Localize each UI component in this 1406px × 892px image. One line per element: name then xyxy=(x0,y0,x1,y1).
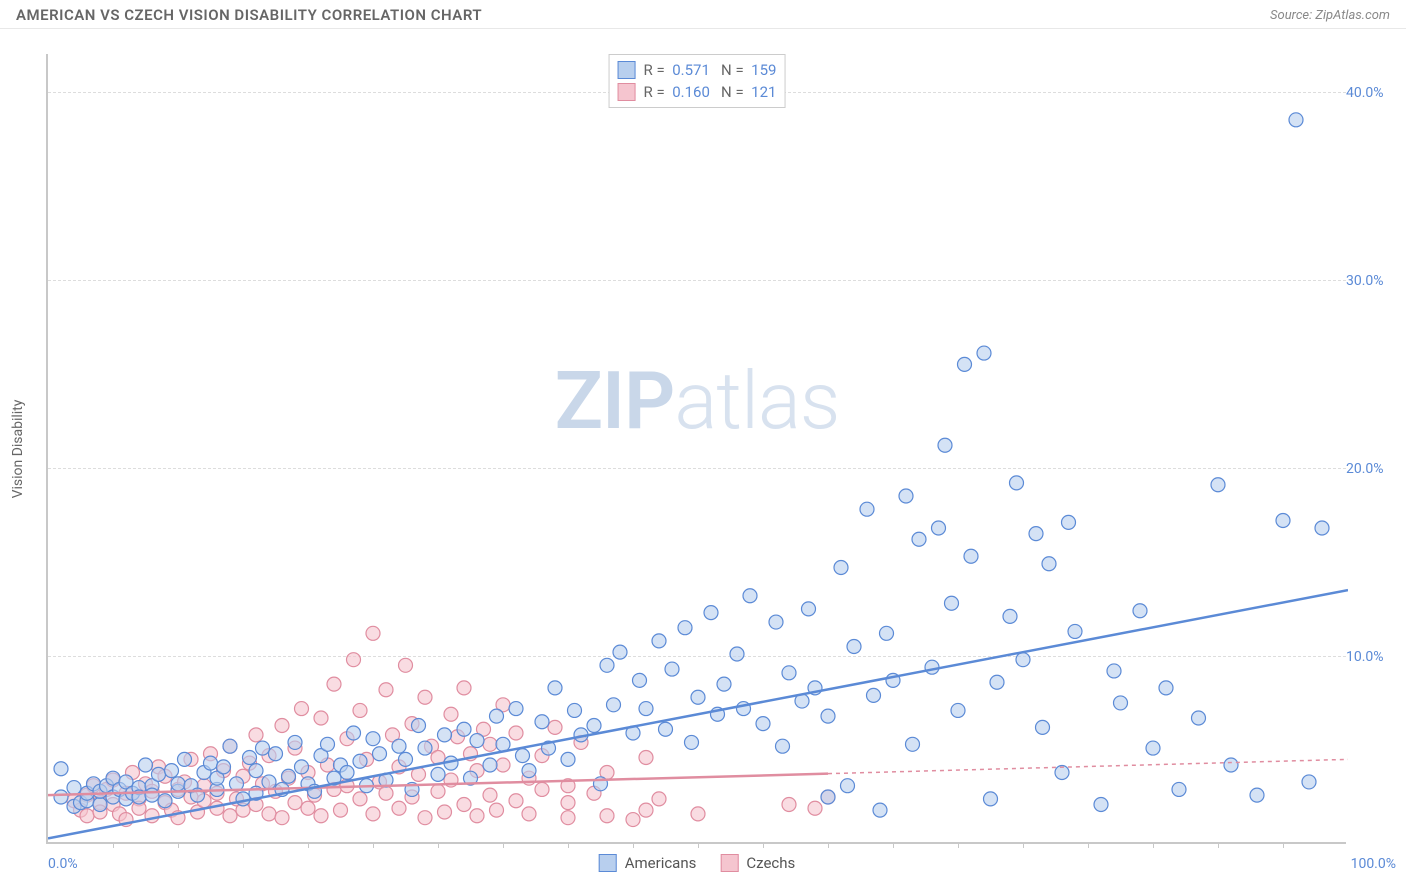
chart-container: AMERICAN VS CZECH VISION DISABILITY CORR… xyxy=(0,0,1406,892)
source-label: Source: ZipAtlas.com xyxy=(1270,8,1390,23)
swatch-americans xyxy=(618,61,636,79)
y-tick-label: 30.0% xyxy=(1346,273,1396,289)
stats-row-czechs: R = 0.160 N = 121 xyxy=(618,81,777,103)
scatter-plot xyxy=(48,54,1348,844)
swatch-americans-icon xyxy=(599,854,617,872)
stats-legend: R = 0.571 N = 159 R = 0.160 N = 121 xyxy=(609,54,786,108)
series-legend: Americans Czechs xyxy=(599,854,796,872)
stats-americans: R = 0.571 N = 159 xyxy=(644,61,777,79)
y-axis-label: Vision Disability xyxy=(10,400,26,499)
header: AMERICAN VS CZECH VISION DISABILITY CORR… xyxy=(0,0,1406,29)
legend-label-americans: Americans xyxy=(625,854,697,872)
chart-area: Vision Disability ZIPatlas 10.0%20.0%30.… xyxy=(46,54,1390,844)
y-tick-label: 10.0% xyxy=(1346,649,1396,665)
legend-item-czechs: Czechs xyxy=(720,854,795,872)
swatch-czechs-icon xyxy=(720,854,738,872)
stats-czechs: R = 0.160 N = 121 xyxy=(644,83,777,101)
y-tick-label: 20.0% xyxy=(1346,461,1396,477)
x-axis-min-label: 0.0% xyxy=(48,856,78,872)
swatch-czechs xyxy=(618,83,636,101)
legend-label-czechs: Czechs xyxy=(746,854,795,872)
legend-item-americans: Americans xyxy=(599,854,697,872)
y-tick-label: 40.0% xyxy=(1346,85,1396,101)
x-axis-max-label: 100.0% xyxy=(1351,856,1396,872)
chart-title: AMERICAN VS CZECH VISION DISABILITY CORR… xyxy=(16,6,482,24)
stats-row-americans: R = 0.571 N = 159 xyxy=(618,59,777,81)
plot-area: ZIPatlas 10.0%20.0%30.0%40.0% R = 0.571 … xyxy=(46,54,1346,844)
